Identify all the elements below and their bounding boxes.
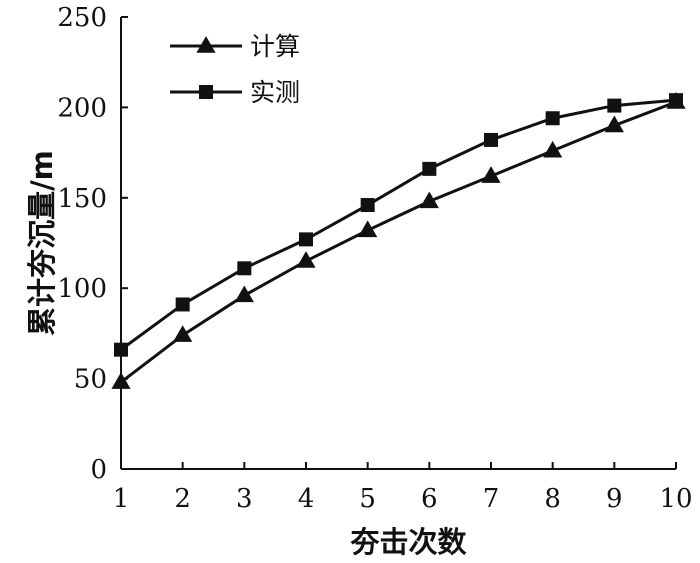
x-tick-label-2: 2 (174, 484, 191, 514)
legend-label-1: 计算 (250, 32, 300, 61)
series-1-point-1 (111, 372, 131, 389)
series-1-point-8 (543, 140, 563, 158)
legend-label-2: 实测 (250, 78, 300, 107)
series-1-point-7 (481, 166, 501, 183)
x-tick-label-1: 1 (113, 484, 130, 514)
series-1-point-6 (419, 191, 439, 209)
x-ticks: 1 2 3 4 5 6 7 8 9 10 (113, 462, 693, 514)
series-2-point-2 (175, 297, 190, 312)
series-1-point-5 (358, 220, 378, 238)
axes (120, 17, 676, 470)
series-2-point-9 (607, 98, 622, 113)
series-1 (111, 92, 686, 389)
series-2-point-1 (114, 342, 128, 357)
y-tick-label-100: 100 (57, 274, 107, 304)
series-1-point-4 (296, 251, 316, 268)
x-axis-title: 夯击次数 (349, 525, 467, 559)
series-layer (111, 92, 686, 389)
series-2 (114, 93, 683, 357)
y-tick-label-200: 200 (57, 93, 107, 123)
series-2-point-4 (299, 232, 313, 247)
x-tick-label-8: 8 (544, 484, 561, 514)
legend-triangle-marker (196, 36, 216, 53)
y-tick-label-150: 150 (57, 184, 107, 214)
series-2-point-7 (484, 132, 498, 147)
y-tick-label-0: 0 (90, 455, 107, 485)
x-tick-label-7: 7 (483, 484, 500, 514)
series-1-line (120, 100, 677, 384)
y-tick-label-50: 50 (74, 365, 107, 395)
series-2-point-5 (360, 198, 375, 213)
series-1-point-2 (173, 325, 193, 342)
series-2-line (120, 98, 677, 351)
series-2-point-8 (545, 111, 560, 126)
x-tick-label-3: 3 (236, 484, 253, 514)
legend-square-marker (199, 85, 213, 99)
y-tick-label-250: 250 (57, 3, 107, 33)
y-axis-title: 累计夯沉量/m (25, 150, 59, 336)
series-2-point-6 (422, 161, 437, 176)
series-1-point-9 (604, 115, 624, 133)
x-tick-label-9: 9 (606, 484, 623, 514)
series-2-point-10 (669, 93, 683, 108)
y-ticks: 0 50 100 150 200 250 (57, 3, 128, 485)
x-tick-label-4: 4 (298, 484, 315, 514)
x-tick-label-5: 5 (359, 484, 376, 514)
x-tick-label-10: 10 (659, 484, 692, 514)
series-2-point-3 (237, 261, 252, 276)
series-1-point-3 (234, 285, 254, 303)
x-tick-label-6: 6 (421, 484, 438, 514)
